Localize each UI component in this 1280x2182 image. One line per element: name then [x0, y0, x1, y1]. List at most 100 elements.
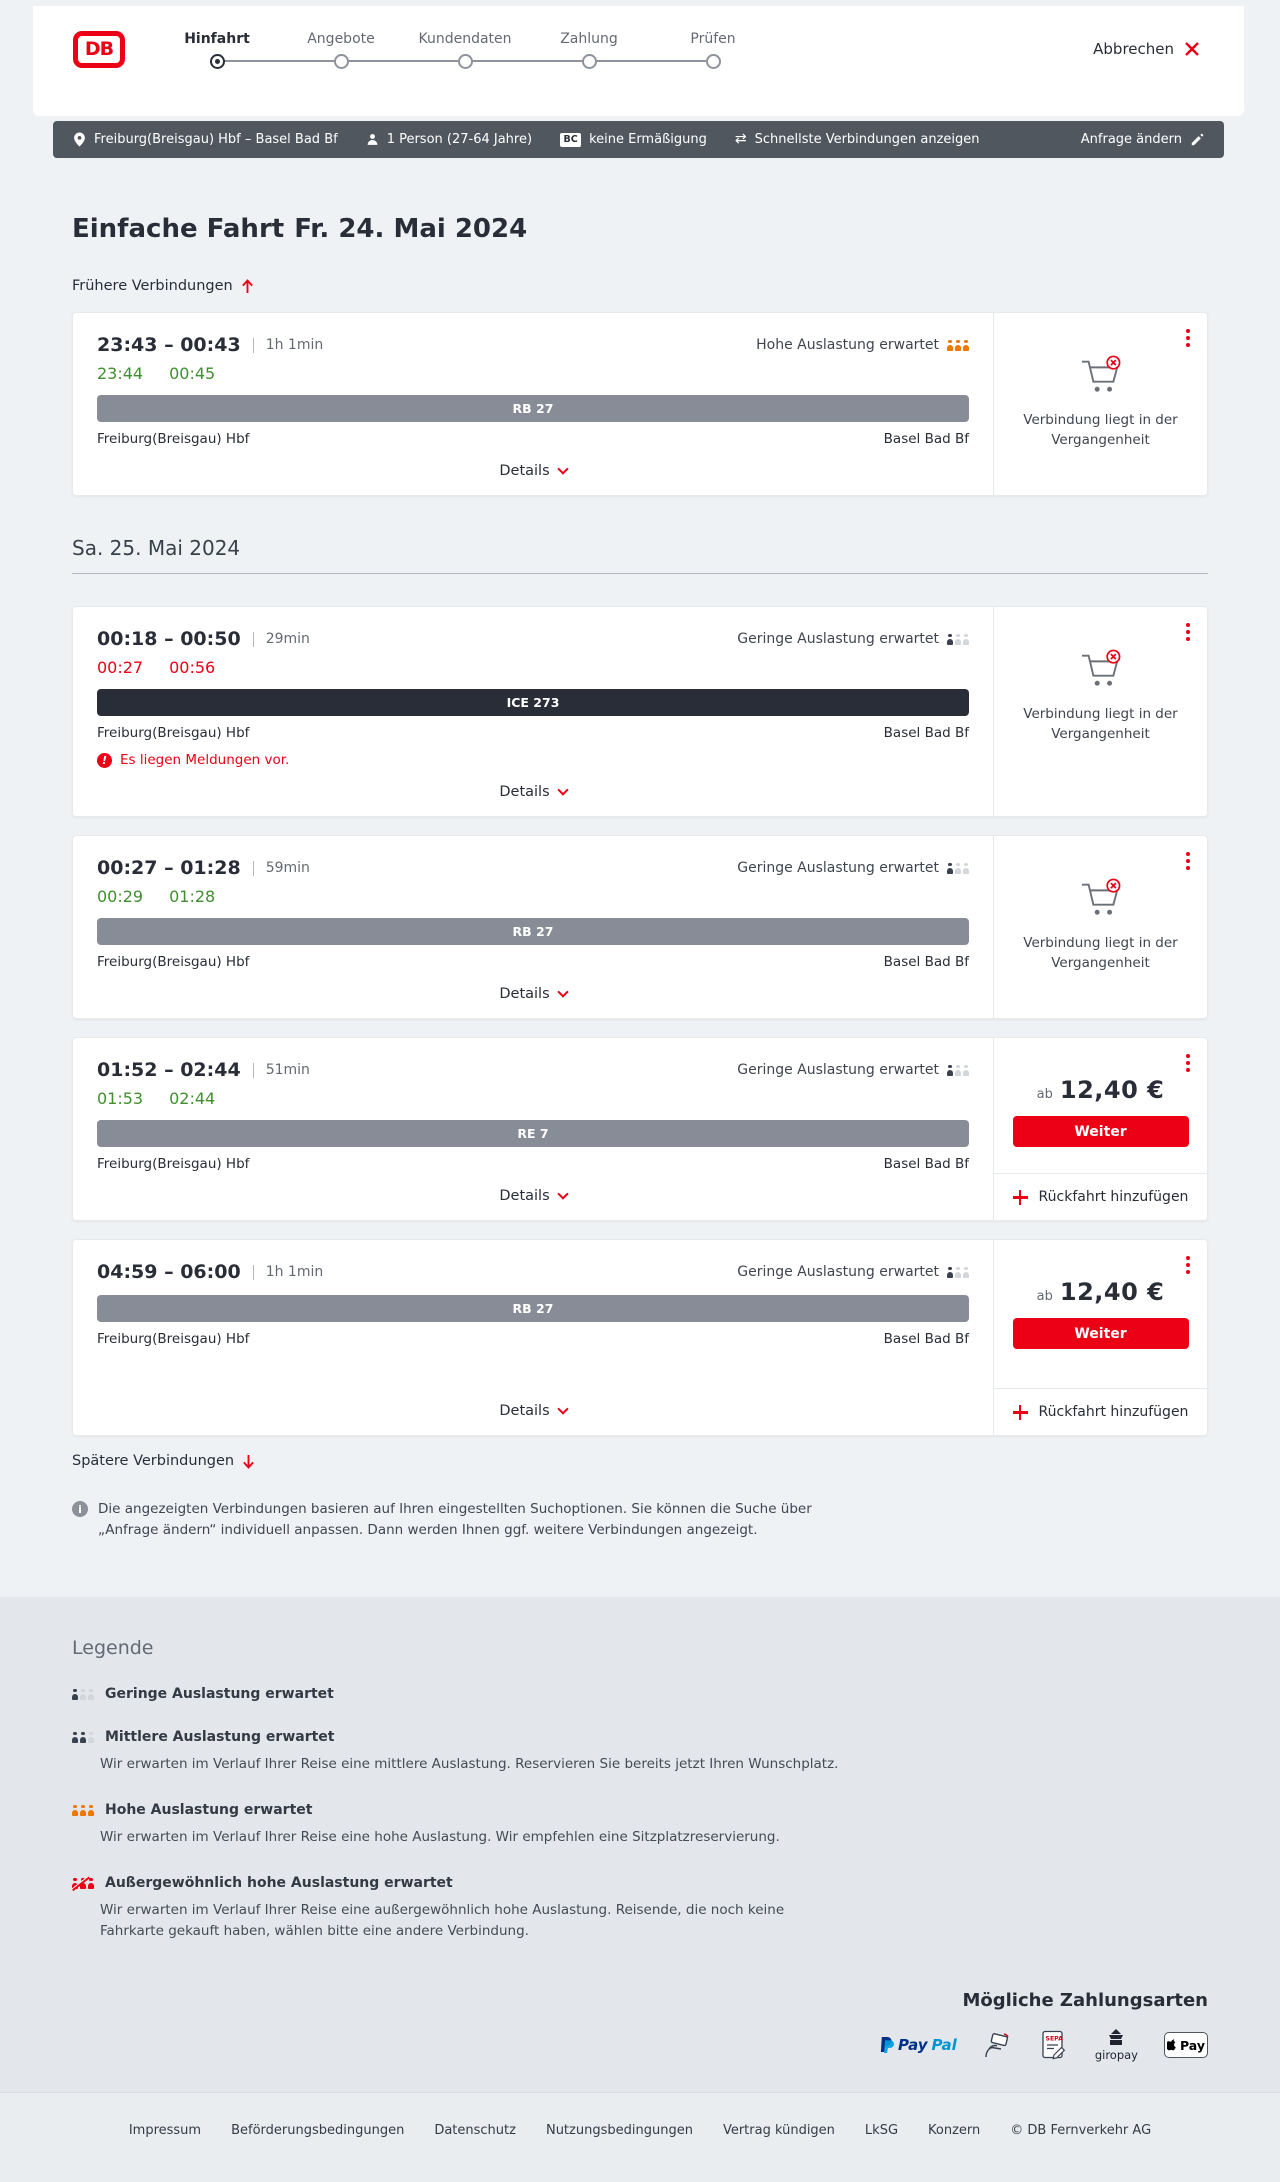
details-toggle[interactable]: Details: [499, 463, 569, 479]
step-zahlung[interactable]: Zahlung: [472, 30, 651, 69]
footer: Impressum Beförderungsbedingungen Datens…: [0, 2091, 1280, 2182]
connection-alert: Es liegen Meldungen vor.: [97, 752, 969, 768]
edit-request-button[interactable]: Anfrage ändern: [1081, 132, 1204, 147]
connection-main: 23:43 – 00:43 1h 1min Hohe Auslastung er…: [73, 313, 993, 495]
details-toggle[interactable]: Details: [499, 1188, 569, 1204]
realtime-departure: 01:53: [97, 1089, 144, 1109]
price-display: ab 12,40 €: [1037, 1278, 1165, 1306]
discount-text: keine Ermäßigung: [589, 132, 707, 147]
connection-card: 04:59 – 06:00 1h 1min Geringe Auslastung…: [72, 1239, 1208, 1437]
more-options-button[interactable]: [1184, 327, 1192, 349]
payment-methods-section: Mögliche Zahlungsarten Pay Pal SEPA: [72, 1990, 1208, 2062]
cancel-button[interactable]: Abbrechen: [1093, 40, 1200, 58]
past-connection-text: Verbindung liegt in der Vergangenheit: [1023, 706, 1178, 742]
fastest-connections-label: Schnellste Verbindungen anzeigen: [754, 132, 980, 147]
legend-item-desc: Wir erwarten im Verlauf Ihrer Reise eine…: [100, 1756, 839, 1773]
footer-link-vertrag-kuendigen[interactable]: Vertrag kündigen: [722, 2122, 835, 2138]
departure-station: Freiburg(Breisgau) Hbf: [97, 1331, 250, 1348]
giropay-mark-icon: [1109, 2028, 1124, 2045]
info-note-text: Die angezeigten Verbindungen basieren au…: [98, 1501, 812, 1539]
warning-icon: [97, 752, 112, 768]
train-segment-bar: RB 27: [97, 395, 969, 423]
step-label: Prüfen: [690, 30, 736, 47]
progress-stepper: Hinfahrt Angebote Kundendaten Zahlung Pr…: [155, 30, 775, 69]
connection-duration: 1h 1min: [265, 337, 324, 354]
travelers-summary: 1 Person (27-64 Jahre): [366, 132, 532, 147]
past-connection-notice: Verbindung liegt in der Vergangenheit: [994, 649, 1207, 744]
fastest-connections-toggle[interactable]: Schnellste Verbindungen anzeigen: [735, 132, 980, 147]
more-options-button[interactable]: [1184, 850, 1192, 872]
details-toggle[interactable]: Details: [499, 784, 569, 800]
continue-button[interactable]: Weiter: [1012, 1116, 1189, 1148]
pencil-icon: [1191, 133, 1204, 145]
arrival-station: Basel Bad Bf: [883, 1331, 969, 1348]
realtime-departure: 00:27: [97, 658, 144, 678]
more-options-button[interactable]: [1184, 1254, 1192, 1276]
cart-unavailable-icon: [1081, 355, 1120, 393]
occupancy-label: Geringe Auslastung erwartet: [737, 860, 939, 877]
footer-link-konzern[interactable]: Konzern: [928, 2122, 981, 2138]
footer-link-befoerderungsbedingungen[interactable]: Beförderungsbedingungen: [231, 2122, 405, 2138]
details-toggle[interactable]: Details: [499, 986, 569, 1002]
occupancy-low-icon: [947, 862, 969, 874]
occupancy-label: Geringe Auslastung erwartet: [737, 1062, 939, 1079]
realtime-departure: 00:29: [97, 887, 144, 907]
add-return-trip-button[interactable]: Rückfahrt hinzufügen: [1012, 1389, 1188, 1435]
later-connections-link[interactable]: Spätere Verbindungen: [72, 1453, 255, 1469]
past-connection-notice: Verbindung liegt in der Vergangenheit: [994, 355, 1207, 450]
legend-item-exceptional: Außergewöhnlich hohe Auslastung erwartet: [71, 1875, 1208, 1891]
copyright-text: © DB Fernverkehr AG: [1010, 2122, 1152, 2138]
legend-item-high: Hohe Auslastung erwartet: [72, 1802, 1208, 1818]
step-circle-icon: [581, 53, 597, 69]
step-pruefen[interactable]: Prüfen: [596, 30, 775, 69]
svg-text:SEPA: SEPA: [1045, 2036, 1063, 2043]
add-return-trip-button[interactable]: Rückfahrt hinzufügen: [1012, 1174, 1188, 1220]
trip-type: Einfache Fahrt: [72, 214, 285, 244]
step-circle-active-icon: [209, 53, 225, 69]
footer-link-datenschutz[interactable]: Datenschutz: [434, 2122, 516, 2138]
step-kundendaten[interactable]: Kundendaten: [348, 30, 527, 69]
connection-main: 04:59 – 06:00 1h 1min Geringe Auslastung…: [73, 1240, 993, 1435]
connection-duration: 51min: [265, 1062, 310, 1079]
realtime-times: 23:44 00:45: [97, 364, 969, 383]
occupancy-exceptional-icon: [71, 1875, 94, 1891]
connection-duration: 59min: [265, 860, 310, 877]
route-text: Freiburg(Breisgau) Hbf – Basel Bad Bf: [94, 132, 338, 147]
step-circle-icon: [705, 53, 721, 69]
search-summary-bar: Freiburg(Breisgau) Hbf – Basel Bad Bf 1 …: [53, 121, 1224, 158]
realtime-times: 00:29 01:28: [97, 887, 969, 906]
connection-side-panel: Verbindung liegt in der Vergangenheit: [993, 313, 1207, 496]
connection-duration: 29min: [265, 631, 310, 648]
connection-card: 00:18 – 00:50 29min Geringe Auslastung e…: [72, 606, 1208, 818]
earlier-connections-link[interactable]: Frühere Verbindungen: [72, 278, 254, 294]
arrival-station: Basel Bad Bf: [883, 725, 969, 742]
more-options-button[interactable]: [1184, 1052, 1192, 1074]
payment-methods-heading: Mögliche Zahlungsarten: [962, 1989, 1208, 2011]
header: DB Hinfahrt Angebote Kundendaten Zahlung…: [33, 6, 1244, 116]
paypal-logo: Pay Pal: [879, 2036, 957, 2054]
arrow-down-icon: [243, 1454, 254, 1469]
step-label: Kundendaten: [418, 30, 512, 47]
bahncard-icon: BC: [560, 132, 582, 147]
footer-link-nutzungsbedingungen[interactable]: Nutzungsbedingungen: [545, 2122, 693, 2138]
sepa-mandate-icon: SEPA: [1042, 2031, 1065, 2060]
more-options-button[interactable]: [1184, 621, 1192, 643]
footer-link-lksg[interactable]: LkSG: [864, 2122, 899, 2138]
connection-times: 23:43 – 00:43: [97, 334, 241, 357]
giropay-logo: giropay: [1095, 2028, 1138, 2062]
payment-icons-row: Pay Pal SEPA giropay: [879, 2028, 1208, 2062]
continue-button[interactable]: Weiter: [1012, 1318, 1189, 1350]
step-angebote[interactable]: Angebote: [224, 30, 403, 69]
past-connection-notice: Verbindung liegt in der Vergangenheit: [994, 878, 1207, 973]
step-label: Zahlung: [560, 30, 618, 47]
page-title: Einfache Fahrt Fr. 24. Mai 2024: [72, 212, 1208, 246]
occupancy-indicator: Geringe Auslastung erwartet: [737, 1264, 969, 1280]
train-segment-bar: ICE 273: [97, 689, 969, 717]
details-toggle[interactable]: Details: [499, 1403, 569, 1419]
realtime-arrival: 00:45: [169, 364, 216, 384]
step-hinfahrt[interactable]: Hinfahrt: [155, 30, 279, 69]
alert-text: Es liegen Meldungen vor.: [120, 752, 290, 769]
footer-link-impressum[interactable]: Impressum: [128, 2122, 202, 2138]
connection-times: 01:52 – 02:44: [97, 1059, 241, 1082]
connection-main: 00:18 – 00:50 29min Geringe Auslastung e…: [73, 607, 993, 816]
